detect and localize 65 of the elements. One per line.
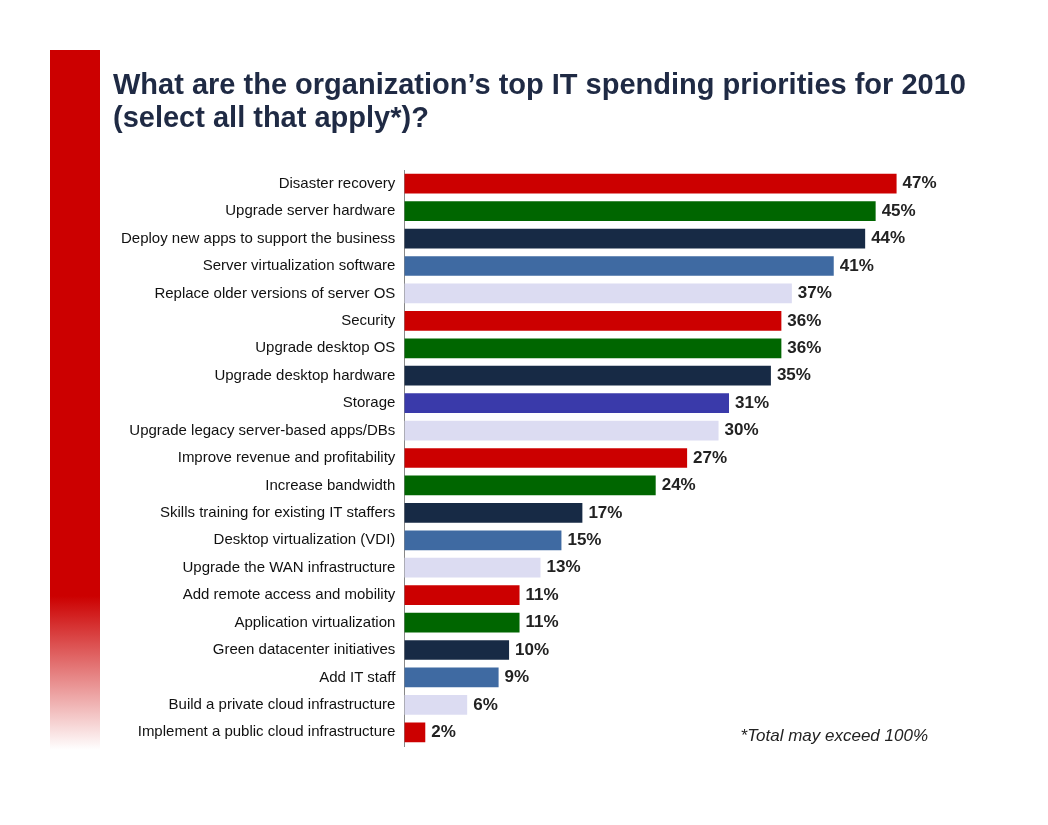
y-tick-label: Add remote access and mobility — [182, 585, 396, 603]
y-tick-label: Security — [341, 311, 396, 328]
bar — [404, 557, 541, 578]
data-label: 27% — [693, 447, 728, 467]
y-tick-label: Build a private cloud infrastructure — [168, 695, 396, 712]
data-label: 13% — [546, 557, 581, 577]
data-label: 47% — [902, 173, 937, 193]
data-label: 30% — [724, 420, 759, 440]
bar — [404, 201, 876, 222]
data-label: 15% — [567, 529, 602, 549]
y-tick-label: Implement a public cloud infrastructure — [137, 722, 396, 740]
data-label: 2% — [431, 721, 456, 741]
bar — [404, 283, 792, 304]
y-tick-label: Disaster recovery — [278, 173, 396, 191]
data-label: 17% — [588, 502, 623, 522]
y-tick-label: Add IT staff — [319, 667, 397, 685]
data-label: 6% — [473, 694, 498, 714]
bar — [404, 173, 897, 194]
y-tick-label: Server virtualization software — [202, 256, 396, 274]
y-tick-label: Improve revenue and profitability — [177, 448, 396, 466]
bar — [404, 530, 562, 551]
data-label: 41% — [839, 255, 874, 275]
data-label: 44% — [871, 228, 906, 248]
data-label: 36% — [787, 337, 822, 357]
data-label: 36% — [787, 310, 822, 330]
y-tick-label: Desktop virtualization (VDI) — [213, 530, 396, 548]
data-label: 37% — [797, 283, 832, 303]
bar — [404, 502, 583, 523]
data-label: 11% — [525, 584, 559, 604]
y-tick-label: Upgrade desktop OS — [255, 338, 396, 356]
data-label: 24% — [661, 475, 696, 495]
y-tick-label: Increase bandwidth — [265, 475, 396, 493]
bar — [404, 310, 782, 331]
bar — [404, 448, 688, 468]
bar — [404, 722, 426, 743]
bar — [404, 694, 468, 715]
chart-title: What are the organization’s top IT spending priorities for 2010 (select all that apply*)? — [113, 68, 967, 135]
data-label: 10% — [515, 639, 550, 659]
y-tick-label: Upgrade server hardware — [225, 201, 396, 219]
y-tick-label: Replace older versions of server OS — [154, 283, 396, 301]
data-label: 31% — [735, 392, 770, 412]
data-label: 9% — [504, 667, 530, 687]
y-tick-label: Storage — [342, 393, 396, 411]
data-label: 11% — [525, 612, 559, 632]
bar — [404, 475, 656, 496]
y-tick-label: Green datacenter initiatives — [212, 640, 396, 658]
bar — [404, 420, 719, 441]
bar — [404, 256, 834, 276]
data-label: 35% — [776, 365, 811, 385]
bar — [404, 667, 499, 688]
y-tick-label: Skills training for existing IT staffers — [159, 503, 396, 520]
data-label: 45% — [881, 200, 916, 220]
y-tick-label: Application virtualization — [234, 612, 396, 630]
y-tick-label: Upgrade the WAN infrastructure — [182, 557, 396, 575]
y-tick-label: Deploy new apps to support the business — [120, 228, 396, 246]
bar — [404, 228, 866, 249]
bar — [404, 365, 771, 386]
bar — [404, 640, 510, 660]
bar — [404, 338, 782, 359]
y-tick-label: Upgrade legacy server-based apps/DBs — [129, 420, 396, 438]
annotation: *Total may exceed 100% — [740, 725, 928, 745]
bar — [404, 393, 730, 414]
bar — [404, 585, 520, 606]
y-tick-label: Upgrade desktop hardware — [214, 365, 396, 383]
bar — [404, 612, 520, 633]
